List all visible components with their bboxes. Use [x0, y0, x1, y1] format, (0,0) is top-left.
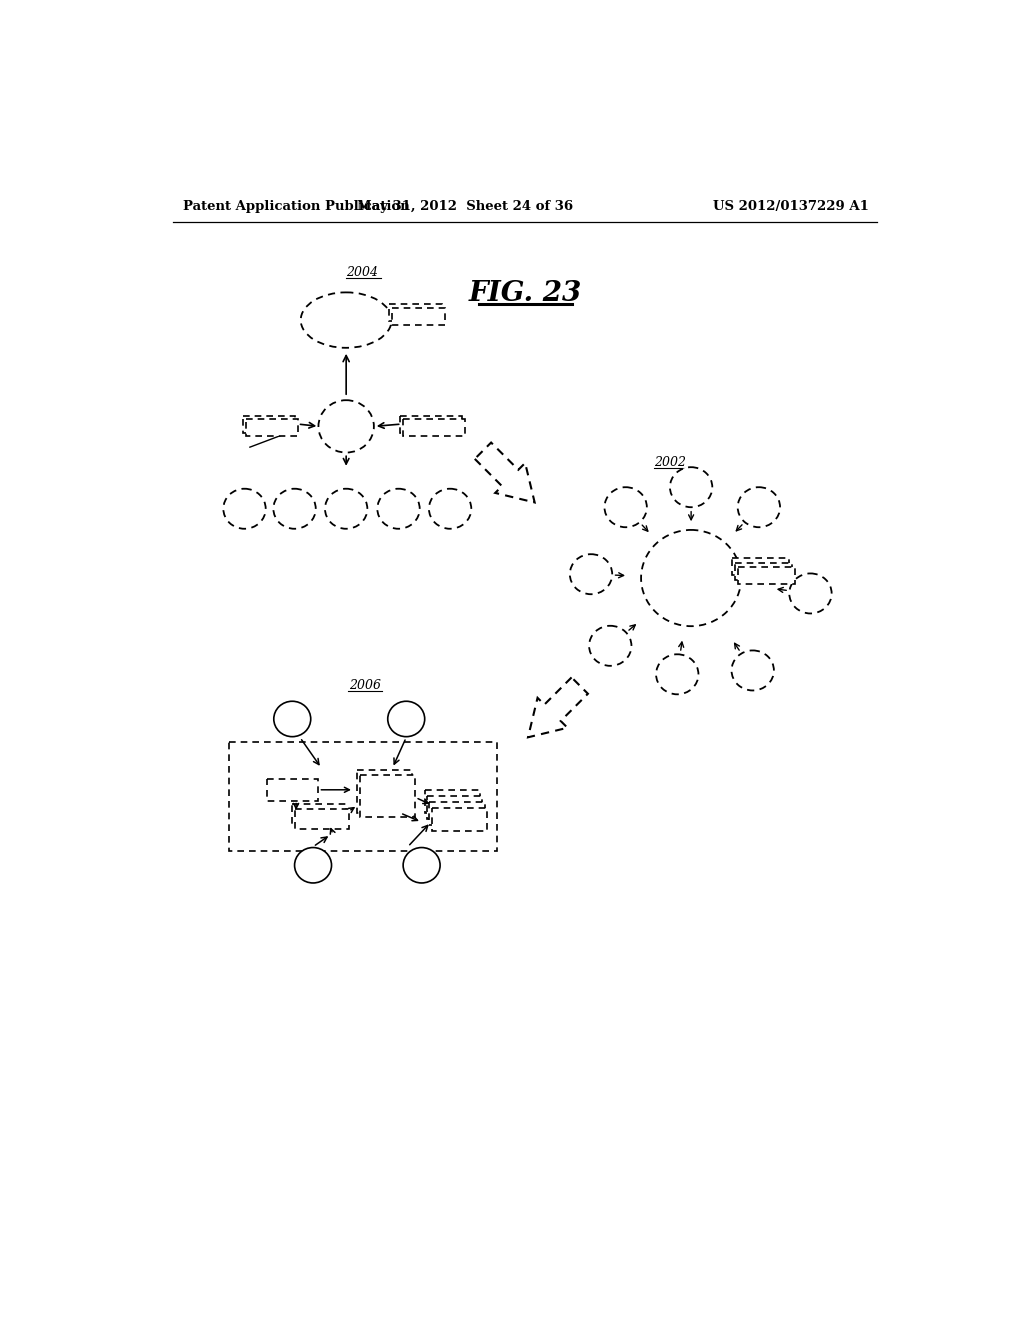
- FancyBboxPatch shape: [360, 775, 416, 817]
- Ellipse shape: [656, 655, 698, 694]
- FancyBboxPatch shape: [295, 809, 349, 829]
- Ellipse shape: [378, 488, 420, 529]
- Ellipse shape: [325, 488, 368, 529]
- FancyBboxPatch shape: [246, 420, 298, 437]
- FancyBboxPatch shape: [267, 779, 317, 800]
- Ellipse shape: [731, 651, 774, 690]
- Ellipse shape: [403, 847, 440, 883]
- Polygon shape: [475, 442, 535, 503]
- FancyBboxPatch shape: [432, 808, 487, 832]
- Text: FIG. 23: FIG. 23: [468, 280, 582, 306]
- Ellipse shape: [301, 293, 391, 348]
- Ellipse shape: [295, 847, 332, 883]
- Text: Patent Application Publication: Patent Application Publication: [183, 199, 410, 213]
- Text: US 2012/0137229 A1: US 2012/0137229 A1: [714, 199, 869, 213]
- FancyBboxPatch shape: [229, 742, 497, 851]
- FancyBboxPatch shape: [737, 568, 796, 585]
- Ellipse shape: [790, 573, 831, 614]
- Polygon shape: [528, 677, 588, 738]
- Ellipse shape: [589, 626, 632, 665]
- Ellipse shape: [604, 487, 647, 527]
- Text: May 31, 2012  Sheet 24 of 36: May 31, 2012 Sheet 24 of 36: [357, 199, 573, 213]
- Ellipse shape: [388, 701, 425, 737]
- FancyBboxPatch shape: [425, 789, 480, 813]
- FancyBboxPatch shape: [357, 770, 413, 813]
- Ellipse shape: [670, 467, 713, 507]
- FancyBboxPatch shape: [427, 796, 482, 818]
- Text: 2006: 2006: [349, 680, 381, 693]
- FancyBboxPatch shape: [389, 304, 441, 321]
- FancyBboxPatch shape: [400, 416, 462, 433]
- Ellipse shape: [223, 488, 265, 529]
- FancyBboxPatch shape: [392, 308, 444, 325]
- Ellipse shape: [273, 488, 315, 529]
- FancyBboxPatch shape: [403, 420, 465, 437]
- FancyBboxPatch shape: [429, 803, 484, 825]
- Ellipse shape: [318, 400, 374, 453]
- Ellipse shape: [273, 701, 310, 737]
- Ellipse shape: [737, 487, 780, 527]
- FancyBboxPatch shape: [734, 562, 793, 579]
- Ellipse shape: [641, 529, 741, 626]
- Ellipse shape: [569, 554, 612, 594]
- Ellipse shape: [429, 488, 471, 529]
- FancyBboxPatch shape: [243, 416, 295, 433]
- FancyBboxPatch shape: [731, 558, 790, 576]
- Text: 2004: 2004: [345, 265, 378, 279]
- Text: 2002: 2002: [653, 455, 685, 469]
- FancyBboxPatch shape: [292, 804, 346, 825]
